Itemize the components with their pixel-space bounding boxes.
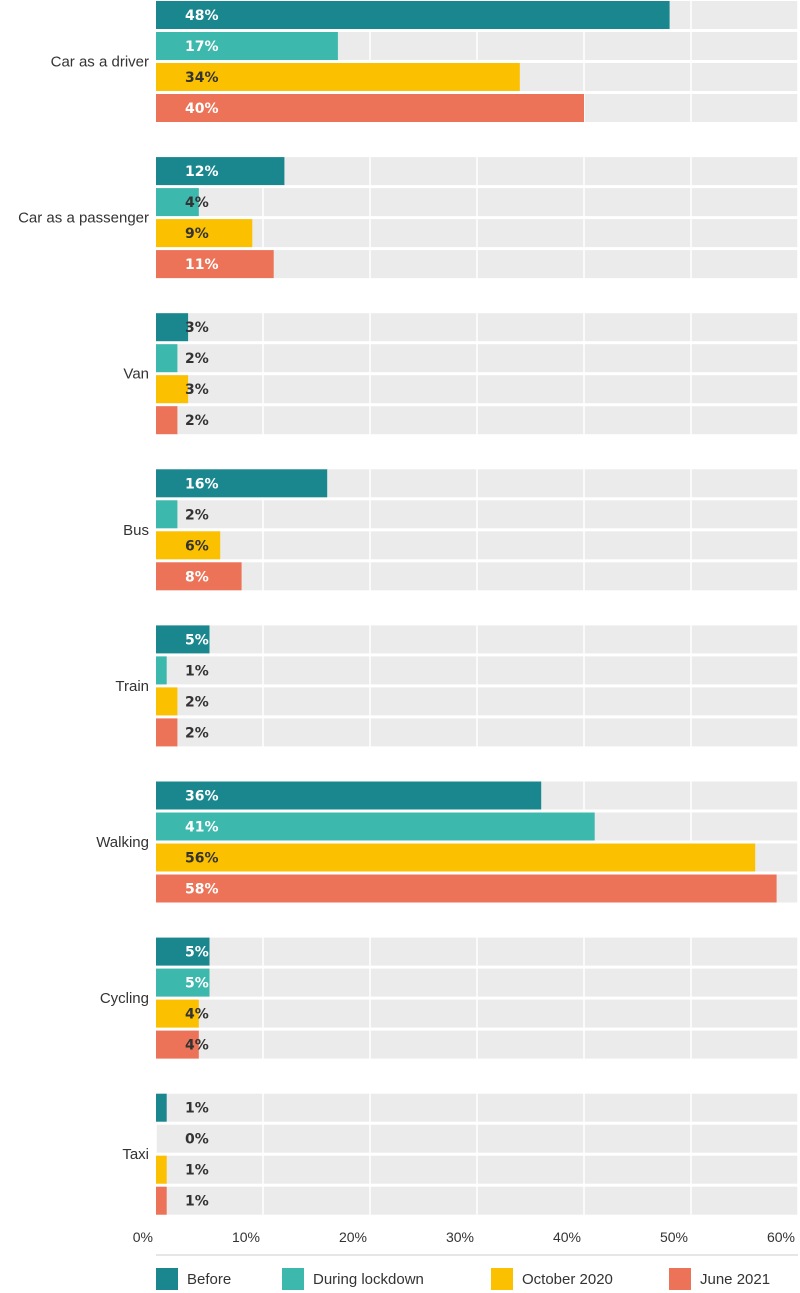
bar <box>156 999 199 1028</box>
data-label: 4% <box>185 1038 209 1054</box>
bar <box>156 250 274 279</box>
x-tick-label: 10% <box>232 1229 260 1245</box>
bar <box>156 937 210 966</box>
bar <box>156 1093 167 1122</box>
x-tick-label: 40% <box>553 1229 581 1245</box>
data-label: 17% <box>185 39 219 55</box>
data-label: 58% <box>185 882 219 898</box>
data-label: 2% <box>185 351 209 367</box>
category-label: Car as a passenger <box>18 210 149 227</box>
legend-label: During lockdown <box>313 1270 424 1288</box>
data-label: 3% <box>185 382 209 398</box>
category-label: Train <box>115 678 149 695</box>
bar <box>156 406 178 435</box>
data-label: 6% <box>185 538 209 554</box>
data-label: 1% <box>185 1194 209 1210</box>
x-tick-label: 0% <box>133 1229 153 1245</box>
category-label: Taxi <box>122 1146 149 1163</box>
category-label: Walking <box>96 834 149 851</box>
data-label: 4% <box>185 1007 209 1023</box>
category-label: Car as a driver <box>51 54 149 71</box>
bar-chart: 48% 17% 34% 40% Car as a driver 12% 4% 9% 11% Car… <box>18 1 799 1256</box>
category-label: Cycling <box>100 990 149 1007</box>
data-label: 3% <box>185 320 209 336</box>
bar <box>156 32 338 60</box>
legend-swatch <box>156 1268 178 1290</box>
bar <box>156 812 595 841</box>
data-label: 1% <box>185 1101 209 1117</box>
data-label: 36% <box>185 789 219 805</box>
data-label: 2% <box>185 507 209 523</box>
bar <box>156 656 167 685</box>
bar <box>156 1030 199 1059</box>
legend-label: Before <box>187 1270 232 1288</box>
legend-swatch <box>491 1268 513 1290</box>
bar <box>156 625 210 654</box>
x-tick-label: 50% <box>660 1229 688 1245</box>
legend: Before During lockdown October 2020 June 20… <box>156 1268 799 1290</box>
data-label: 56% <box>185 851 219 867</box>
legend-label: June 2021 <box>700 1270 771 1288</box>
data-label: 48% <box>185 8 219 24</box>
data-label: 5% <box>185 632 209 648</box>
bar <box>156 874 777 903</box>
bar <box>156 781 542 810</box>
data-label: 4% <box>185 195 209 211</box>
legend-swatch <box>282 1268 304 1290</box>
legend-item: June 2021 <box>669 1268 799 1290</box>
x-tick-label: 60% <box>767 1229 795 1245</box>
category-label: Van <box>123 366 149 383</box>
data-label: 34% <box>185 70 219 86</box>
data-label: 40% <box>185 101 219 117</box>
data-label: 5% <box>185 945 209 961</box>
bar <box>156 219 253 248</box>
bar <box>156 63 520 91</box>
bar <box>156 718 178 747</box>
legend-swatch <box>669 1268 691 1290</box>
bar <box>156 500 178 529</box>
bar <box>156 157 285 186</box>
bar <box>156 1155 167 1184</box>
data-label: 2% <box>185 413 209 429</box>
legend-item: During lockdown <box>282 1268 491 1290</box>
legend-label: October 2020 <box>522 1270 613 1288</box>
data-label: 11% <box>185 257 219 273</box>
legend-item: October 2020 <box>491 1268 669 1290</box>
bar <box>156 94 584 122</box>
bar <box>156 1 670 29</box>
data-label: 41% <box>185 820 219 836</box>
bar <box>156 344 178 373</box>
data-label: 2% <box>185 725 209 741</box>
data-label: 1% <box>185 663 209 679</box>
bar <box>156 562 242 591</box>
data-label: 9% <box>185 226 209 242</box>
bar <box>156 188 199 217</box>
bar <box>156 375 189 404</box>
data-label: 12% <box>185 164 219 180</box>
data-label: 8% <box>185 569 209 585</box>
bar <box>156 843 756 872</box>
data-label: 0% <box>185 1132 209 1148</box>
data-label: 5% <box>185 976 209 992</box>
bar <box>156 313 189 342</box>
legend-item: Before <box>156 1268 282 1290</box>
x-tick-label: 20% <box>339 1229 367 1245</box>
bar <box>156 968 210 997</box>
bar <box>156 469 328 498</box>
bar <box>156 687 178 716</box>
data-label: 1% <box>185 1163 209 1179</box>
x-tick-label: 30% <box>446 1229 474 1245</box>
data-label: 16% <box>185 476 219 492</box>
category-label: Bus <box>123 522 149 539</box>
data-label: 2% <box>185 694 209 710</box>
bar <box>156 531 221 560</box>
bar <box>156 1186 167 1215</box>
